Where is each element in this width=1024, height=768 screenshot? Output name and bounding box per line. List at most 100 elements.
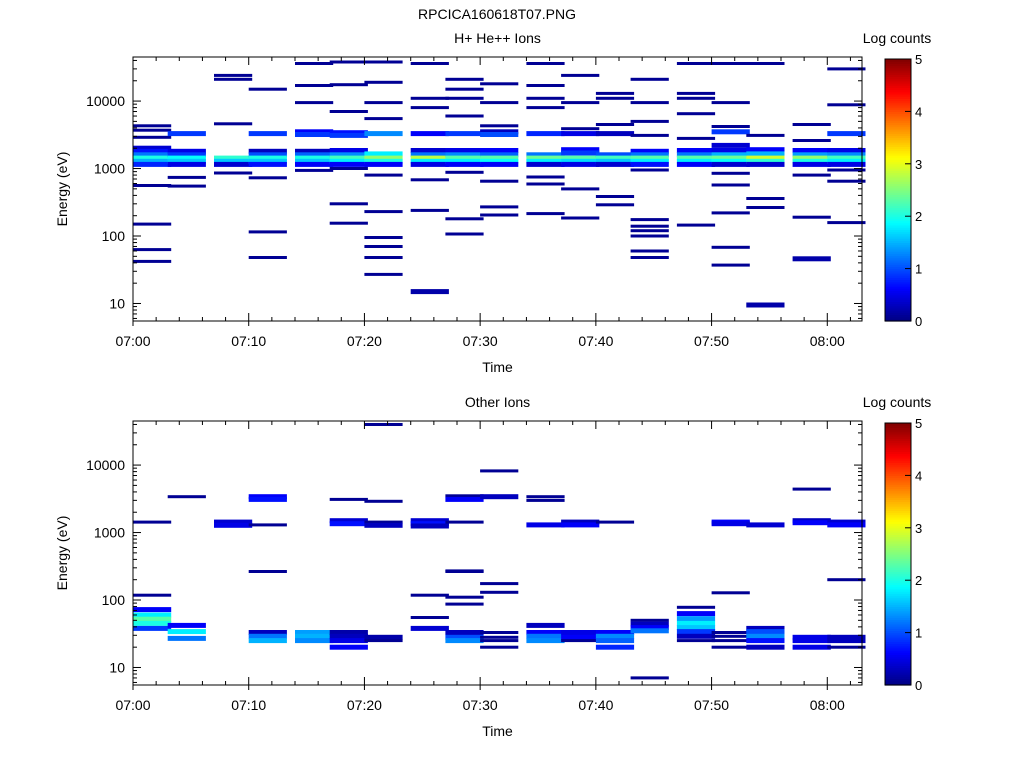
colorbar-segment [885, 671, 911, 675]
colorbar-segment [885, 516, 911, 520]
heatmap-cell [133, 616, 172, 622]
heatmap-cell [329, 158, 368, 164]
colorbar-segment [885, 172, 911, 176]
heatmap-cell [630, 234, 669, 238]
heatmap-cell [630, 133, 669, 137]
colorbar-segment [885, 286, 911, 289]
heatmap-cell [711, 142, 750, 148]
y-axis: 10 100 1000 10000 [86, 423, 862, 683]
colorbar-tick-label: 1 [915, 626, 922, 641]
colorbar-segment [885, 623, 911, 627]
y-tick-label: 10000 [86, 457, 125, 473]
heatmap-cell [248, 633, 287, 639]
colorbar-segment [885, 279, 911, 283]
panel-h-he-ions: H+ He++ Ions Log counts10100100010000Ener… [54, 30, 931, 375]
colorbar-segment [885, 209, 911, 213]
heatmap-cell [630, 628, 669, 634]
heatmap-cell [295, 152, 334, 158]
colorbar-segment [885, 466, 911, 470]
heatmap-cell [445, 77, 484, 81]
colorbar-segment [885, 240, 911, 243]
heatmap-cell [711, 211, 750, 215]
colorbar-tick-label: 0 [915, 314, 922, 329]
x-axis-label: Time [482, 359, 513, 375]
colorbar-segment [885, 78, 911, 82]
x-tick-label: 08:00 [810, 333, 845, 349]
heatmap-cell [295, 84, 334, 87]
heatmap-cell [133, 612, 172, 618]
heatmap-cell [526, 633, 565, 639]
heatmap-cell [827, 155, 866, 161]
colorbar-segment [885, 532, 911, 535]
heatmap-cell [329, 518, 368, 524]
heatmap-cell [630, 249, 669, 253]
heatmap-cell [561, 630, 600, 635]
colorbar-segment [885, 203, 911, 206]
colorbar-segment [885, 473, 911, 476]
colorbar-label: Log counts [863, 394, 932, 410]
colorbar-segment [885, 115, 911, 119]
colorbar-segment [885, 148, 911, 152]
colorbar-segment [885, 314, 911, 318]
colorbar-segment [885, 310, 911, 313]
colorbar-segment [885, 152, 911, 156]
heatmap-cell [364, 272, 403, 276]
heatmap-cell [630, 224, 669, 228]
colorbar-segment [885, 510, 911, 514]
colorbar-segment [885, 549, 911, 553]
colorbar-segment [885, 523, 911, 527]
heatmap-cell [167, 622, 206, 628]
heatmap-cell [214, 158, 253, 164]
heatmap-cell [133, 161, 172, 167]
heatmap-cell [595, 123, 635, 126]
colorbar-segment [885, 626, 911, 629]
colorbar-segment [885, 621, 911, 625]
colorbar-segment [885, 264, 911, 268]
heatmap-cell [595, 131, 635, 137]
heatmap-cell [329, 130, 368, 136]
y-tick-label: 10000 [86, 93, 125, 109]
colorbar-segment [885, 578, 911, 581]
colorbar-segment [885, 669, 911, 673]
colorbar-segment [885, 599, 911, 603]
heatmap-cell [827, 522, 866, 528]
x-tick-label: 07:40 [578, 697, 613, 713]
colorbar-segment [885, 558, 911, 562]
colorbar-tick-label: 0 [915, 678, 922, 693]
colorbar-segment [885, 645, 911, 649]
colorbar-segment [885, 654, 911, 658]
colorbar-segment [885, 87, 911, 91]
colorbar-segment [885, 471, 911, 474]
heatmap-cell [711, 155, 750, 161]
colorbar-segment [885, 93, 911, 97]
colorbar-segment [885, 283, 911, 287]
heatmap-cell [526, 96, 565, 100]
heatmap-cell [480, 124, 519, 128]
colorbar-segment [885, 429, 911, 433]
y-tick-label: 1000 [94, 161, 125, 177]
heatmap-cell [295, 633, 334, 639]
heatmap-cell [561, 127, 600, 131]
colorbar-segment [885, 288, 911, 292]
heatmap-cell [827, 519, 866, 525]
heatmap-cell [364, 639, 403, 643]
heatmap-cell [792, 158, 831, 164]
x-tick-label: 07:10 [231, 333, 266, 349]
heatmap-cell [295, 132, 334, 137]
heatmap-cell [827, 179, 866, 183]
heatmap-cell [746, 302, 785, 308]
heatmap-cell [746, 147, 785, 153]
heatmap-cell [167, 148, 206, 154]
colorbar-segment [885, 238, 911, 241]
colorbar-segment [885, 508, 911, 511]
heatmap-cell [792, 148, 831, 153]
colorbar-segment [885, 525, 911, 529]
colorbar-segment [885, 540, 911, 544]
colorbar-segment [885, 141, 911, 145]
heatmap-cell [676, 611, 716, 617]
heatmap-cell [526, 155, 565, 161]
heatmap-cell [295, 148, 334, 154]
heatmap-cell [445, 638, 484, 644]
heatmap-cell [364, 60, 403, 64]
heatmap-cell [630, 148, 669, 154]
